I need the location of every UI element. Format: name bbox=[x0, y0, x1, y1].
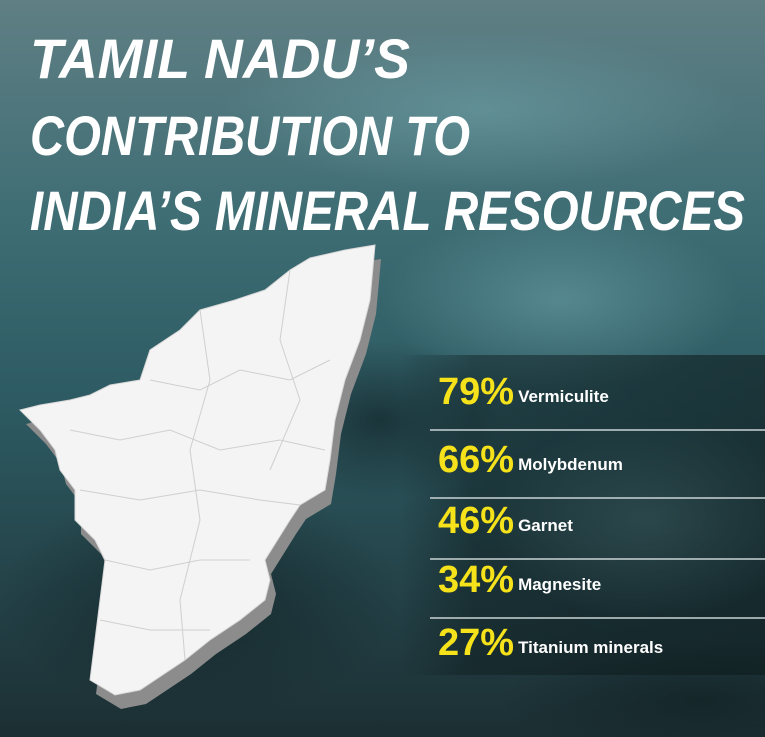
percent: 46% bbox=[438, 500, 514, 542]
mineral-name: Vermiculite bbox=[518, 387, 609, 406]
percent: 66% bbox=[438, 439, 514, 481]
percent: 34% bbox=[438, 559, 514, 601]
mineral-name: Molybdenum bbox=[518, 455, 623, 474]
mineral-row: 79% Vermiculite bbox=[430, 371, 765, 431]
mineral-row: 27% Titanium minerals bbox=[438, 622, 663, 664]
list-panel bbox=[400, 355, 765, 675]
title-line: INDIA’S MINERAL RESOURCES bbox=[30, 179, 745, 242]
mineral-name: Garnet bbox=[518, 516, 573, 535]
mineral-row: 46% Garnet bbox=[430, 500, 765, 560]
percent: 79% bbox=[438, 371, 514, 413]
mineral-name: Titanium minerals bbox=[518, 638, 663, 657]
mineral-row: 34% Magnesite bbox=[430, 559, 765, 619]
title-line: CONTRIBUTION TO bbox=[30, 104, 470, 167]
title: TAMIL NADU’S CONTRIBUTION TO INDIA’S MIN… bbox=[30, 27, 745, 242]
mineral-name: Magnesite bbox=[518, 575, 601, 594]
mineral-row: 66% Molybdenum bbox=[430, 439, 765, 499]
title-line: TAMIL NADU’S bbox=[30, 27, 410, 90]
map bbox=[19, 244, 381, 709]
percent: 27% bbox=[438, 622, 514, 664]
